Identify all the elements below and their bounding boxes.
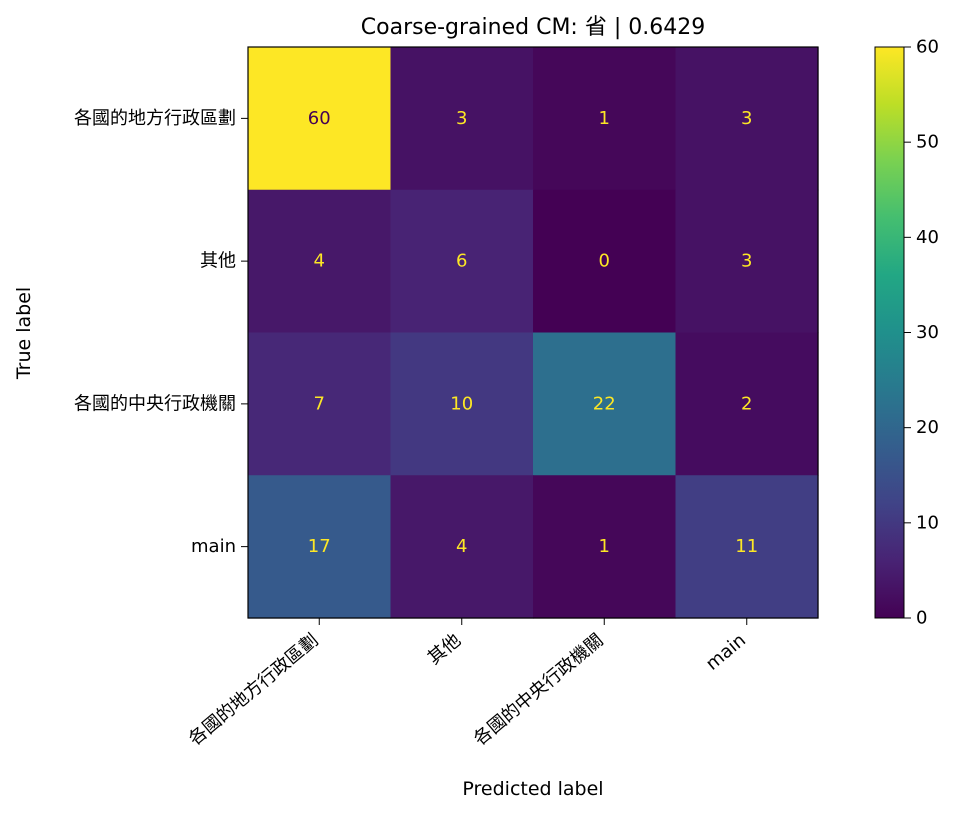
cell-value-label: 11 bbox=[735, 536, 758, 557]
cell-value-label: 1 bbox=[599, 108, 610, 129]
colorbar-tick-label: 40 bbox=[916, 227, 939, 248]
colorbar-tick-label: 0 bbox=[916, 608, 927, 629]
heatmap-cell bbox=[675, 189, 819, 334]
y-tick-label: 各國的中央行政機關 bbox=[74, 393, 236, 414]
cell-value-label: 3 bbox=[741, 108, 752, 129]
y-tick-label: main bbox=[191, 536, 236, 557]
cell-value-label: 4 bbox=[456, 536, 467, 557]
cell-value-label: 10 bbox=[450, 393, 473, 414]
x-axis-label: Predicted label bbox=[462, 778, 603, 800]
heatmap-cell bbox=[675, 47, 819, 191]
colorbar-ticks: 0 10 20 30 40 50 60 bbox=[904, 37, 939, 629]
y-tick-label: 其他 bbox=[200, 251, 236, 272]
heatmap-cell bbox=[390, 332, 534, 476]
heatmap-cell bbox=[533, 47, 677, 191]
cell-value-label: 2 bbox=[741, 393, 752, 414]
heatmap-cell bbox=[675, 475, 819, 619]
colorbar-tick-label: 30 bbox=[916, 322, 939, 343]
cell-value-label: 17 bbox=[308, 536, 331, 557]
heatmap-cell bbox=[390, 475, 534, 619]
heatmap-cell bbox=[533, 475, 677, 619]
cell-value-label: 3 bbox=[456, 108, 467, 129]
cell-value-label: 60 bbox=[308, 108, 331, 129]
cell-value-label: 4 bbox=[314, 251, 325, 272]
heatmap-cell bbox=[390, 189, 534, 334]
cell-value-label: 22 bbox=[593, 393, 616, 414]
chart-title: Coarse-grained CM: 省 | 0.6429 bbox=[361, 15, 705, 40]
plot-frame bbox=[247, 46, 819, 619]
heatmap-cell bbox=[248, 189, 392, 334]
y-tick-label: 各國的地方行政區劃 bbox=[74, 108, 236, 129]
cell-value-label: 3 bbox=[741, 251, 752, 272]
cell-value-label: 6 bbox=[456, 251, 467, 272]
heatmap-cell bbox=[390, 47, 534, 191]
heatmap-cell bbox=[533, 189, 677, 334]
heatmap-cell-labels: 60 3 1 34 6 0 37 10 22 217 4 1 11 bbox=[308, 108, 758, 557]
heatmap-cells bbox=[248, 47, 819, 619]
heatmap-cell bbox=[675, 332, 819, 476]
y-axis-label: True label bbox=[13, 287, 35, 380]
heatmap-cell bbox=[248, 47, 392, 191]
heatmap-cell bbox=[248, 332, 392, 476]
cell-value-label: 7 bbox=[314, 393, 325, 414]
colorbar bbox=[875, 47, 904, 618]
colorbar-tick-label: 50 bbox=[916, 132, 939, 153]
cell-value-label: 1 bbox=[599, 536, 610, 557]
colorbar-tick-label: 20 bbox=[916, 417, 939, 438]
heatmap-cell bbox=[248, 475, 392, 619]
colorbar-tick-label: 10 bbox=[916, 512, 939, 533]
cell-value-label: 0 bbox=[599, 251, 610, 272]
colorbar-tick-label: 60 bbox=[916, 37, 939, 58]
heatmap-cell bbox=[533, 332, 677, 476]
